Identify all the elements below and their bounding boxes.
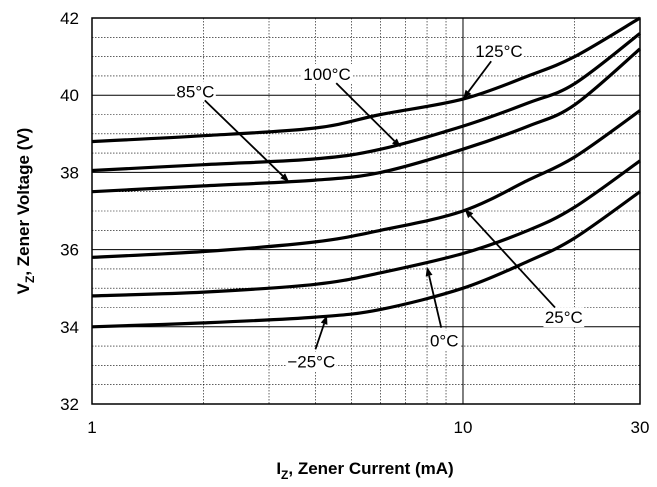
series-line (91, 47, 642, 194)
label-background (543, 307, 585, 328)
x-tick-label: 10 (454, 418, 473, 437)
plot-frame (91, 17, 641, 405)
label-background (428, 330, 461, 351)
arrow-line (470, 215, 556, 309)
y-tick-label: 36 (60, 241, 79, 260)
curves (91, 16, 642, 329)
series-line (91, 190, 641, 329)
curve-label: 100°C (303, 65, 350, 84)
curve-label: 125°C (475, 42, 522, 61)
curve-label: 0°C (430, 331, 459, 350)
annotations: 125°C 100°C 85°C 25°C 0°C −25°C (175, 40, 585, 372)
y-tick-label: 42 (60, 9, 79, 28)
y-axis-title: VZ, Zener Voltage (V) (14, 128, 37, 295)
label-background (286, 351, 337, 372)
arrow-line (314, 323, 325, 350)
x-axis-title: IZ, Zener Current (mA) (276, 459, 453, 482)
arrow-line (335, 82, 396, 142)
curve-label: 25°C (545, 308, 583, 327)
series-line (91, 109, 641, 259)
x-tick-label: 1 (87, 418, 96, 437)
arrow-head (425, 267, 433, 277)
arrow-head (463, 89, 472, 100)
arrow-head (280, 173, 290, 183)
y-tick-label: 40 (60, 86, 79, 105)
curve-label: −25°C (287, 353, 335, 372)
curve-label: 85°C (176, 82, 214, 101)
arrow-line (204, 99, 284, 177)
series-line (91, 16, 641, 144)
series-line (91, 32, 641, 173)
y-tick-label: 38 (60, 163, 79, 182)
x-tick-label: 30 (631, 418, 650, 437)
label-background (473, 40, 524, 61)
label-background (175, 81, 216, 102)
label-background (302, 63, 353, 84)
arrow-head (320, 315, 328, 325)
arrow-head (392, 138, 401, 148)
y-tick-label: 32 (60, 395, 79, 414)
grid (91, 17, 641, 405)
arrow-line (428, 275, 443, 328)
arrow-line (467, 60, 492, 93)
arrow-head (464, 209, 474, 219)
series-line (91, 159, 641, 298)
y-tick-label: 34 (60, 318, 79, 337)
tick-labels: 1 10 30 32 34 36 38 40 42 (60, 9, 649, 437)
